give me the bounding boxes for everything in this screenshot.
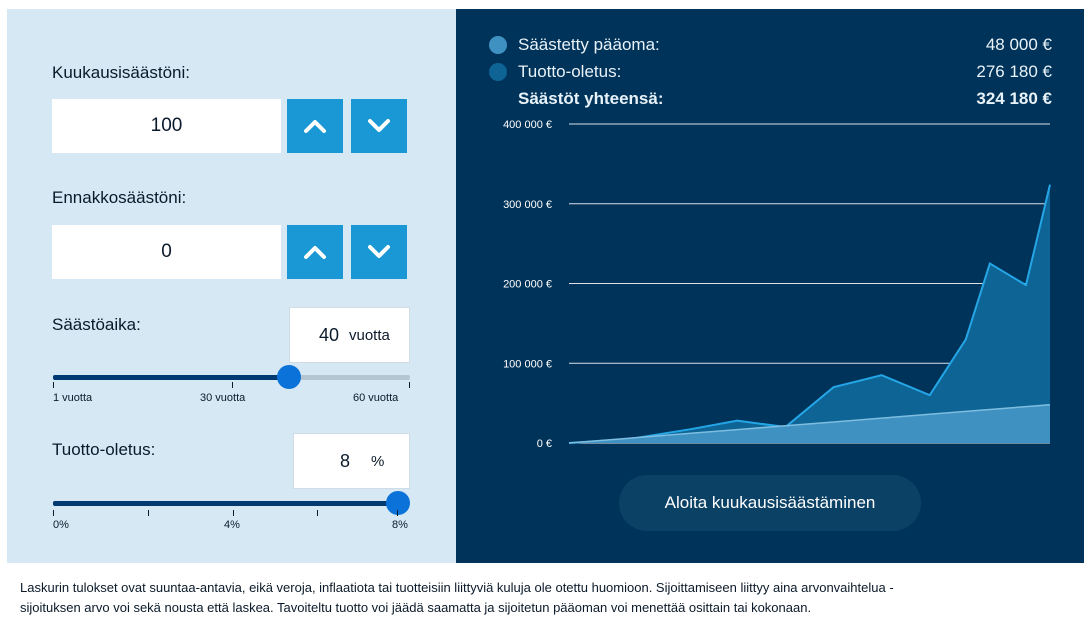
expected-return-value: 276 180 €: [976, 62, 1052, 81]
return-assumption-input[interactable]: 8 %: [293, 433, 410, 489]
savings-period-unit: vuotta: [349, 326, 390, 344]
return-assumption-slider[interactable]: [53, 491, 410, 515]
disclaimer-line-2: sijoituksen arvo voi sekä nousta että la…: [20, 600, 812, 615]
total-savings-value: 324 180 €: [976, 89, 1052, 108]
y-tick-label: 400 000 €: [503, 119, 552, 131]
savings-period-mid-label: 30 vuotta: [200, 392, 246, 404]
savings-chart: 0 € 100 000 € 200 000 € 300 000 € 400 000 €: [503, 119, 1051, 450]
savings-period-label: Säästöaika:: [52, 315, 141, 334]
advance-savings-label: Ennakkosäästöni:: [52, 188, 187, 207]
disclaimer-line-1: Laskurin tulokset ovat suuntaa-antavia, …: [20, 580, 894, 595]
results-panel: Säästetty pääoma: 48 000 € Tuotto-oletus…: [456, 9, 1084, 563]
monthly-decrement-button[interactable]: [351, 99, 407, 153]
savings-period-slider-fill: [53, 375, 289, 380]
return-assumption-label: Tuotto-oletus:: [52, 440, 156, 459]
expected-return-dot-icon: [489, 63, 507, 81]
disclaimer: Laskurin tulokset ovat suuntaa-antavia, …: [20, 578, 1070, 618]
savings-period-min-label: 1 vuotta: [53, 392, 93, 404]
slider-tick: [148, 510, 149, 516]
return-assumption-mid-label: 4%: [224, 519, 240, 531]
expected-return-label: Tuotto-oletus:: [518, 62, 622, 81]
total-savings-area: [569, 184, 1050, 444]
y-tick-label: 300 000 €: [503, 199, 552, 211]
advance-savings-input[interactable]: [52, 225, 281, 279]
slider-tick: [232, 382, 233, 388]
chevron-down-icon: [368, 119, 390, 132]
slider-tick: [409, 382, 410, 388]
saved-capital-value: 48 000 €: [985, 35, 1052, 54]
monthly-increment-button[interactable]: [287, 99, 343, 153]
savings-period-input[interactable]: 40 vuotta: [289, 307, 410, 363]
advance-increment-button[interactable]: [287, 225, 343, 279]
legend-total-savings: Säästöt yhteensä: 324 180 €: [489, 88, 1052, 110]
savings-period-slider-thumb[interactable]: [276, 365, 301, 389]
slider-tick: [53, 382, 54, 388]
chevron-up-icon: [304, 120, 326, 133]
savings-period-value: 40: [318, 324, 339, 345]
saved-capital-line: [568, 403, 1051, 444]
savings-period-max-label: 60 vuotta: [353, 392, 399, 404]
return-assumption-slider-thumb[interactable]: [386, 491, 410, 515]
saved-capital-label: Säästetty pääoma:: [518, 35, 660, 54]
return-assumption-min-label: 0%: [53, 519, 69, 531]
slider-tick: [317, 510, 318, 516]
slider-tick: [397, 510, 398, 516]
y-tick-label: 200 000 €: [503, 279, 552, 291]
return-assumption-slider-fill: [53, 501, 398, 506]
monthly-savings-label: Kuukausisäästöni:: [52, 63, 190, 82]
chevron-up-icon: [304, 246, 326, 259]
slider-tick: [53, 510, 54, 516]
return-assumption-value: 8: [339, 450, 350, 471]
saved-capital-dot-icon: [489, 36, 507, 54]
slider-tick: [233, 510, 234, 516]
legend-expected-return: Tuotto-oletus: 276 180 €: [489, 61, 1052, 83]
total-savings-label: Säästöt yhteensä:: [518, 89, 664, 108]
total-savings-line: [568, 184, 1051, 444]
return-assumption-unit: %: [371, 452, 385, 470]
monthly-savings-input[interactable]: [52, 99, 281, 153]
chevron-down-icon: [368, 245, 390, 258]
advance-decrement-button[interactable]: [351, 225, 407, 279]
calculator-panel: Kuukausisäästöni: Ennakkosäästöni: Sääst…: [7, 9, 456, 563]
return-assumption-max-label: 8%: [392, 519, 408, 531]
savings-period-slider[interactable]: [53, 365, 410, 389]
y-tick-label: 0 €: [537, 438, 552, 450]
start-monthly-saving-button[interactable]: Aloita kuukausisäästäminen: [619, 475, 921, 531]
y-tick-label: 100 000 €: [503, 358, 552, 370]
legend-saved-capital: Säästetty pääoma: 48 000 €: [489, 34, 1052, 56]
